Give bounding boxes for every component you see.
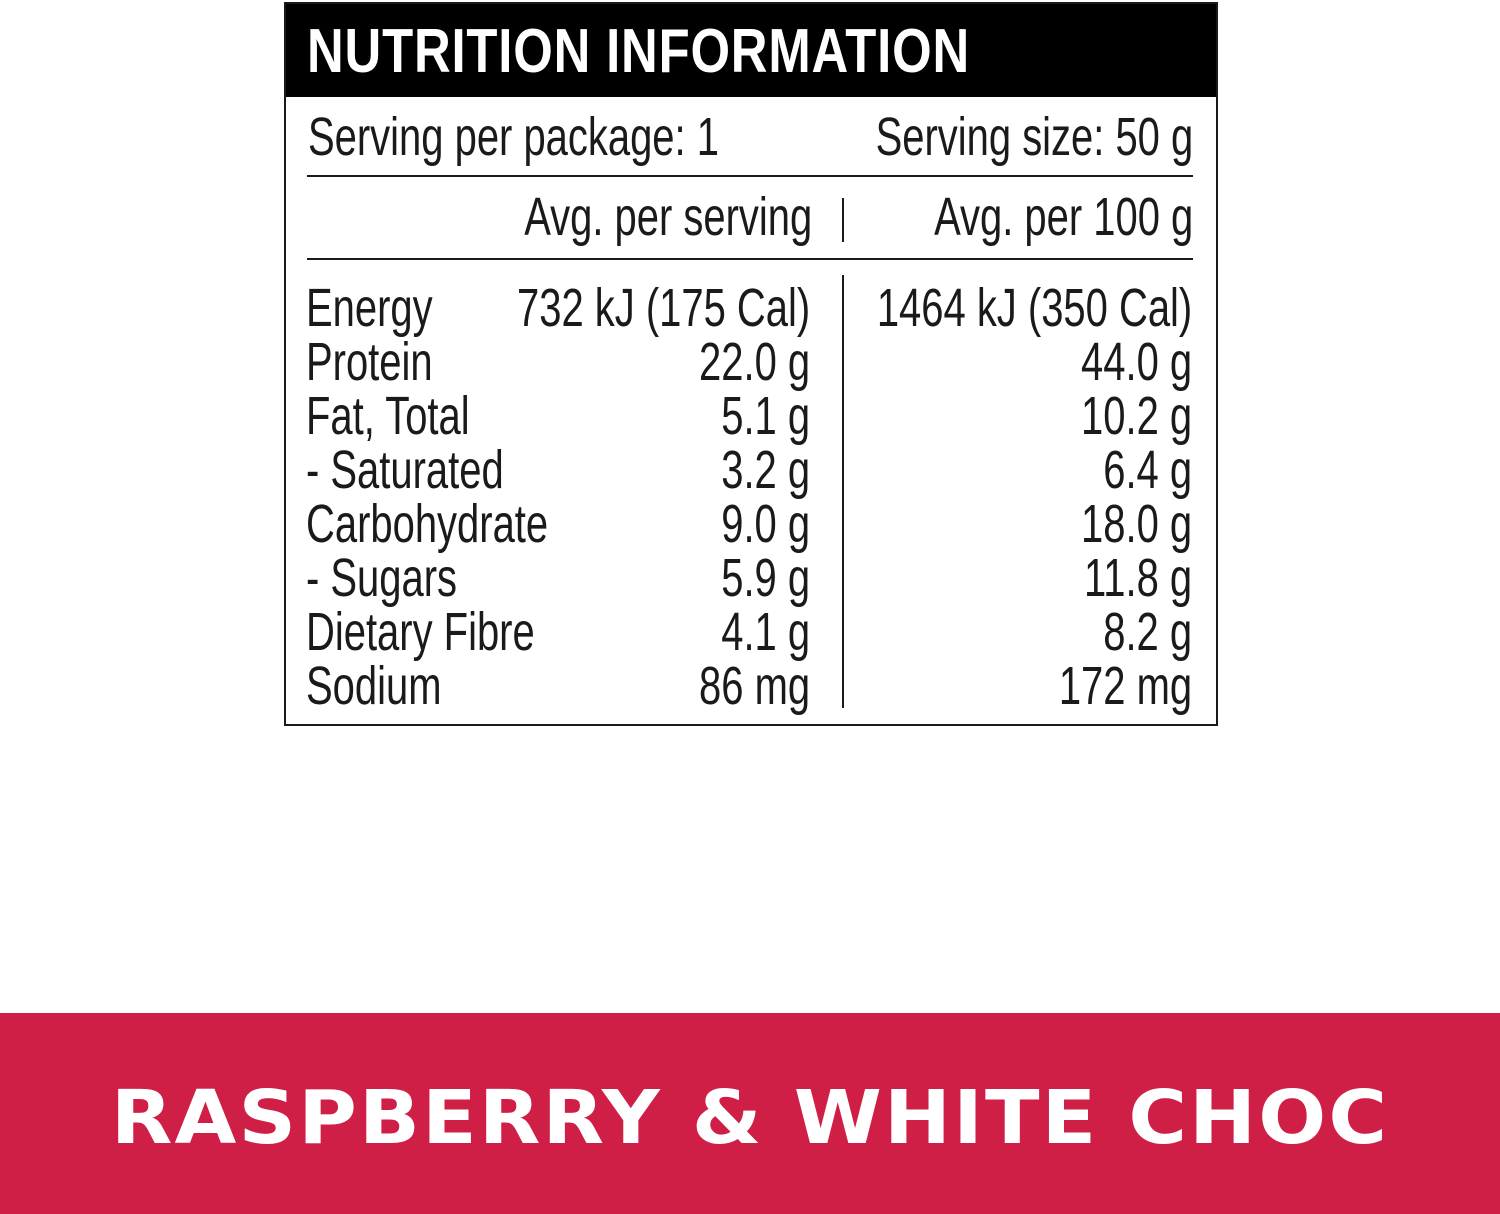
per-100g-value: 1464 kJ (350 Cal) [876,278,1192,338]
per-serving-value: 4.1 g [721,602,810,662]
serving-per-package: Serving per package: 1 [308,107,719,167]
per-100g-value: 11.8 g [1083,548,1192,608]
per-serving-value: 9.0 g [721,494,810,554]
nutrient-name: - Sugars [306,548,458,608]
per-100g-value: 6.4 g [1103,440,1192,500]
nutrient-name: Sodium [306,656,442,716]
nutrient-name: Energy [306,278,433,338]
divider [307,258,1193,260]
serving-size: Serving size: 50 g [875,107,1193,167]
nutrition-panel [284,2,1218,726]
per-100g-value: 18.0 g [1080,494,1192,554]
nutrient-name: Fat, Total [306,386,470,446]
column-divider [842,275,844,708]
per-serving-value: 3.2 g [721,440,810,500]
nutrient-name: Dietary Fibre [306,602,535,662]
per-serving-value: 5.9 g [721,548,810,608]
per-serving-value: 86 mg [698,656,810,716]
panel-header [286,4,1216,97]
panel-title: NUTRITION INFORMATION [307,17,971,86]
nutrient-name: Protein [306,332,433,392]
per-serving-value: 732 kJ (175 Cal) [516,278,810,338]
flavour-banner [0,1013,1500,1214]
column-divider [842,198,844,242]
per-100g-value: 44.0 g [1080,332,1192,392]
flavour-name: RASPBERRY & WHITE CHOC [110,1075,1390,1161]
column-header: Avg. per serving [523,187,812,247]
per-100g-value: 172 mg [1058,656,1192,716]
column-header: Avg. per 100 g [933,187,1193,247]
per-100g-value: 8.2 g [1103,602,1192,662]
nutrient-name: - Saturated [306,440,504,500]
divider [307,175,1193,177]
per-serving-value: 22.0 g [698,332,810,392]
per-100g-value: 10.2 g [1080,386,1192,446]
per-serving-value: 5.1 g [721,386,810,446]
nutrient-name: Carbohydrate [306,494,549,554]
